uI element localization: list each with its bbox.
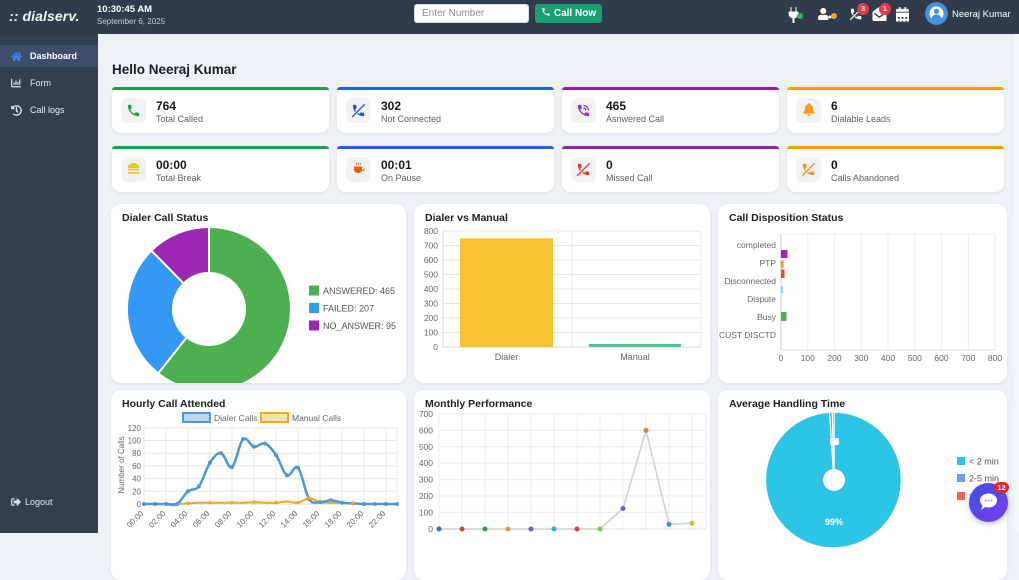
svg-text:60: 60 <box>132 462 141 471</box>
svg-text:200: 200 <box>424 313 438 323</box>
svg-text:800: 800 <box>424 226 438 236</box>
svg-text:500: 500 <box>424 270 438 280</box>
svg-text:300: 300 <box>424 299 438 309</box>
svg-text:100: 100 <box>801 353 815 363</box>
svg-text:400: 400 <box>424 284 438 294</box>
svg-text:80: 80 <box>132 449 141 458</box>
svg-text:completed: completed <box>737 240 776 250</box>
svg-text:100: 100 <box>128 437 142 446</box>
svg-text:08:00: 08:00 <box>213 509 234 530</box>
svg-text:600: 600 <box>419 425 433 435</box>
svg-text:< 2 min: < 2 min <box>969 457 999 467</box>
svg-text:0: 0 <box>779 353 784 363</box>
svg-text:120: 120 <box>128 424 142 433</box>
svg-text:12:00: 12:00 <box>257 509 278 530</box>
svg-text:CUST DISCTD: CUST DISCTD <box>719 330 776 340</box>
svg-text:02:00: 02:00 <box>147 509 168 530</box>
svg-text:2-5 min: 2-5 min <box>969 474 999 484</box>
svg-text:100: 100 <box>419 507 433 517</box>
svg-text:0: 0 <box>428 524 433 534</box>
svg-text:Dialer Calls: Dialer Calls <box>214 413 257 423</box>
svg-text:800: 800 <box>988 353 1002 363</box>
svg-text:20:00: 20:00 <box>345 509 366 530</box>
svg-text:600: 600 <box>934 353 948 363</box>
svg-text:100: 100 <box>424 328 438 338</box>
svg-text:Busy: Busy <box>757 312 777 322</box>
svg-text:PTP: PTP <box>759 258 776 268</box>
svg-text:500: 500 <box>419 442 433 452</box>
svg-text:700: 700 <box>961 353 975 363</box>
svg-text:FAILED: 207: FAILED: 207 <box>323 304 374 314</box>
svg-text:Disconnected: Disconnected <box>724 276 776 286</box>
svg-text:0: 0 <box>433 342 438 352</box>
svg-text:400: 400 <box>881 353 895 363</box>
svg-text:40: 40 <box>132 475 141 484</box>
svg-text:400: 400 <box>419 458 433 468</box>
svg-text:10:00: 10:00 <box>235 509 256 530</box>
svg-text:200: 200 <box>827 353 841 363</box>
svg-text:Number of Calls: Number of Calls <box>117 436 126 493</box>
svg-text:00:00: 00:00 <box>125 509 146 530</box>
svg-text:0: 0 <box>137 500 142 509</box>
svg-text:16:00: 16:00 <box>301 509 322 530</box>
svg-text:700: 700 <box>419 409 433 419</box>
svg-text:NO_ANSWER: 95: NO_ANSWER: 95 <box>323 321 396 331</box>
svg-text:22:00: 22:00 <box>367 509 388 530</box>
svg-text:700: 700 <box>424 241 438 251</box>
svg-text:18:00: 18:00 <box>323 509 344 530</box>
svg-text:300: 300 <box>419 475 433 485</box>
svg-text:Manual: Manual <box>620 352 650 362</box>
svg-text:Manual Calls: Manual Calls <box>292 413 341 423</box>
svg-text:600: 600 <box>424 255 438 265</box>
svg-text:200: 200 <box>419 491 433 501</box>
svg-text:300: 300 <box>854 353 868 363</box>
svg-text:20: 20 <box>132 487 141 496</box>
svg-text:Dialer: Dialer <box>495 352 519 362</box>
svg-text:99%: 99% <box>825 517 843 527</box>
svg-text:14:00: 14:00 <box>279 509 300 530</box>
svg-text:04:00: 04:00 <box>169 509 190 530</box>
svg-text:Dispute: Dispute <box>747 294 776 304</box>
svg-text:ANSWERED: 465: ANSWERED: 465 <box>323 286 395 296</box>
svg-text:500: 500 <box>908 353 922 363</box>
svg-text:06:00: 06:00 <box>191 509 212 530</box>
